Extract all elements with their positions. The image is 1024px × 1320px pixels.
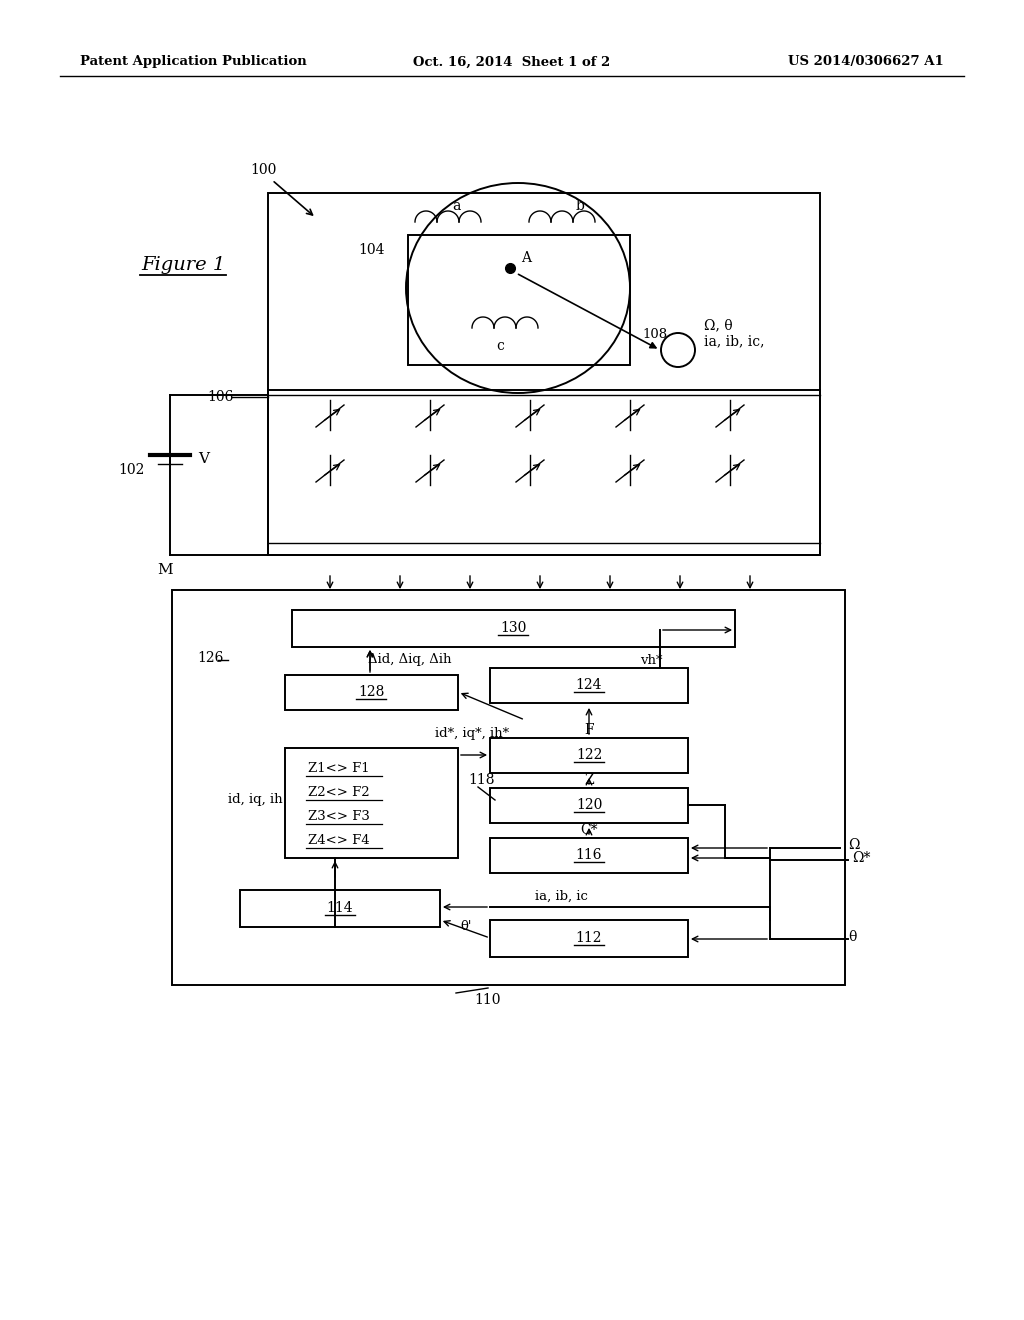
Text: 124: 124 (575, 678, 602, 692)
Bar (285, 748, 458, 858)
Text: ia, ib, ic: ia, ib, ic (535, 890, 588, 903)
Bar (268, 389, 820, 554)
Text: vh*: vh* (640, 653, 663, 667)
Text: Δid, Δiq, Δih: Δid, Δiq, Δih (368, 653, 452, 667)
Bar (268, 193, 820, 554)
Bar (490, 920, 688, 957)
Text: a: a (452, 199, 461, 213)
Bar (292, 610, 735, 647)
Text: Ω, θ: Ω, θ (705, 318, 732, 333)
Text: Ω: Ω (848, 838, 859, 851)
Text: id, iq, ih: id, iq, ih (228, 793, 283, 807)
Bar (490, 788, 688, 822)
Text: Ω*: Ω* (852, 851, 870, 865)
Bar (490, 668, 688, 704)
Text: M: M (157, 564, 173, 577)
Text: Z4<> F4: Z4<> F4 (308, 833, 370, 846)
Text: V: V (198, 451, 209, 466)
Text: b: b (575, 199, 585, 213)
Text: 116: 116 (575, 847, 602, 862)
Text: Z1<> F1: Z1<> F1 (308, 762, 370, 775)
Text: 118: 118 (468, 774, 495, 787)
Text: Z: Z (584, 774, 594, 787)
Text: 106: 106 (207, 389, 233, 404)
Text: 110: 110 (475, 993, 502, 1007)
Bar (172, 590, 845, 985)
Bar (408, 235, 630, 366)
Text: C*: C* (581, 822, 598, 837)
Bar (490, 838, 688, 873)
Bar (240, 890, 440, 927)
Text: 128: 128 (357, 685, 384, 700)
Text: 114: 114 (327, 902, 353, 915)
Text: US 2014/0306627 A1: US 2014/0306627 A1 (788, 55, 944, 69)
Text: 104: 104 (358, 243, 384, 257)
Text: 126: 126 (197, 651, 223, 665)
Text: Z3<> F3: Z3<> F3 (308, 809, 370, 822)
Text: 130: 130 (500, 620, 526, 635)
Text: Patent Application Publication: Patent Application Publication (80, 55, 307, 69)
Text: F: F (584, 723, 594, 737)
Text: 102: 102 (118, 463, 144, 477)
Text: 120: 120 (575, 799, 602, 812)
Text: ia, ib, ic,: ia, ib, ic, (705, 334, 765, 348)
Bar (490, 738, 688, 774)
Text: Z2<> F2: Z2<> F2 (308, 785, 370, 799)
Text: θ': θ' (460, 920, 471, 933)
Text: Figure 1: Figure 1 (141, 256, 225, 275)
Text: 100: 100 (251, 162, 278, 177)
Text: θ: θ (848, 931, 856, 944)
Text: 112: 112 (575, 931, 602, 945)
Text: A: A (521, 251, 531, 265)
Text: 108: 108 (642, 327, 667, 341)
Text: id*, iq*, ih*: id*, iq*, ih* (435, 726, 509, 739)
Text: 122: 122 (575, 748, 602, 762)
Text: c: c (496, 339, 504, 352)
Bar (285, 675, 458, 710)
Text: Oct. 16, 2014  Sheet 1 of 2: Oct. 16, 2014 Sheet 1 of 2 (414, 55, 610, 69)
